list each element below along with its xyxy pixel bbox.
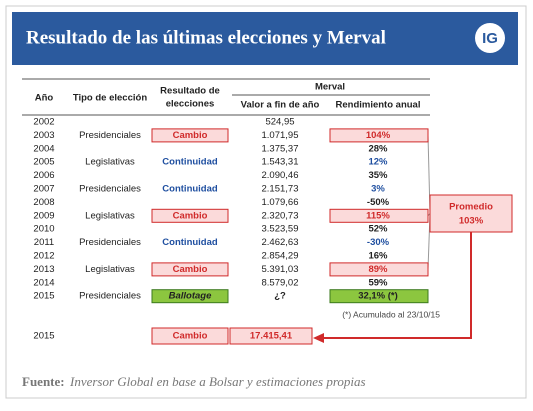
cell-result: Cambio bbox=[173, 210, 208, 221]
cell-value: 1.543,31 bbox=[262, 157, 299, 168]
source-text: Inversor Global en base a Bolsar y estim… bbox=[69, 374, 366, 389]
cell-result: Ballotage bbox=[169, 291, 212, 302]
average-box bbox=[429, 194, 513, 233]
arrow-head bbox=[313, 333, 324, 343]
cell-year: 2007 bbox=[33, 184, 54, 195]
cell-year: 2003 bbox=[33, 130, 54, 141]
cell-result: Cambio bbox=[173, 130, 208, 141]
cell-year: 2005 bbox=[33, 157, 54, 168]
cell-year: 2002 bbox=[33, 117, 54, 128]
projection-value-box bbox=[229, 327, 313, 345]
cell-value: 2.462,63 bbox=[262, 237, 299, 248]
cell-type: Presidenciales bbox=[79, 184, 141, 195]
header-bar bbox=[12, 12, 518, 65]
column-header: Tipo de elección bbox=[73, 93, 147, 104]
cell-year: 2006 bbox=[33, 170, 54, 181]
cell-result: Continuidad bbox=[162, 237, 218, 248]
projection-value: 17.415,41 bbox=[250, 331, 293, 342]
cell-value: 3.523,59 bbox=[262, 224, 299, 235]
cell-value: 2.090,46 bbox=[262, 170, 299, 181]
cell-year: 2012 bbox=[33, 251, 54, 262]
cell-return: 89% bbox=[368, 264, 388, 275]
title: Resultado de las últimas elecciones y Me… bbox=[26, 27, 386, 48]
average-value: 103% bbox=[459, 216, 484, 227]
result-box bbox=[151, 262, 229, 277]
cell-type: Presidenciales bbox=[79, 237, 141, 248]
cell-value: 8.579,02 bbox=[262, 277, 299, 288]
return-box bbox=[329, 262, 429, 277]
result-box bbox=[151, 128, 229, 143]
arrow bbox=[322, 232, 472, 339]
cell-type: Legislativas bbox=[85, 264, 135, 275]
source-label: Fuente: bbox=[22, 374, 65, 389]
cell-value: 2.151,73 bbox=[262, 184, 299, 195]
cell-result: Continuidad bbox=[162, 157, 218, 168]
return-box bbox=[329, 208, 429, 223]
result-box bbox=[151, 289, 229, 304]
logo-badge bbox=[475, 23, 505, 53]
cell-return: 104% bbox=[366, 130, 391, 141]
column-header: Valor a fin de año bbox=[241, 100, 320, 111]
cell-value: 1.375,37 bbox=[262, 143, 299, 154]
cell-value: 5.391,03 bbox=[262, 264, 299, 275]
cell-result: Cambio bbox=[173, 264, 208, 275]
cell-value: 524,95 bbox=[265, 117, 294, 128]
cell-return: -30% bbox=[367, 237, 390, 248]
cell-result: Continuidad bbox=[162, 184, 218, 195]
cell-value: 1.079,66 bbox=[262, 197, 299, 208]
cell-return: -50% bbox=[367, 197, 390, 208]
column-header: Merval bbox=[315, 82, 345, 93]
average-label: Promedio bbox=[449, 202, 493, 213]
cell-value: 1.071,95 bbox=[262, 130, 299, 141]
cell-year: 2010 bbox=[33, 224, 54, 235]
column-header: Rendimiento anual bbox=[336, 100, 421, 111]
cell-return: 59% bbox=[368, 277, 388, 288]
result-box bbox=[151, 208, 229, 223]
cell-return: 28% bbox=[368, 143, 388, 154]
cell-return: 35% bbox=[368, 170, 388, 181]
cell-year: 2015 bbox=[33, 291, 54, 302]
cell-return: 12% bbox=[368, 157, 388, 168]
column-header: Año bbox=[35, 93, 54, 104]
return-box bbox=[329, 289, 429, 304]
cell-year: 2008 bbox=[33, 197, 54, 208]
cell-year: 2014 bbox=[33, 277, 54, 288]
cell-type: Presidenciales bbox=[79, 291, 141, 302]
column-header: elecciones bbox=[166, 99, 215, 110]
note: (*) Acumulado al 23/10/15 bbox=[342, 309, 440, 319]
column-header: Resultado de bbox=[160, 86, 220, 97]
cell-value: 2.320,73 bbox=[262, 210, 299, 221]
cell-return: 3% bbox=[371, 184, 385, 195]
logo: IG bbox=[482, 30, 498, 47]
return-box bbox=[329, 128, 429, 143]
cell-year: 2004 bbox=[33, 143, 54, 154]
cell-value: 2.854,29 bbox=[262, 251, 299, 262]
cell-type: Legislativas bbox=[85, 210, 135, 221]
cell-year: 2011 bbox=[34, 237, 54, 248]
cell-year: 2013 bbox=[33, 264, 54, 275]
cell-value: ¿? bbox=[274, 291, 286, 302]
cell-return: 32,1% (*) bbox=[358, 291, 398, 302]
cell-return: 52% bbox=[368, 224, 388, 235]
cell-return: 16% bbox=[368, 251, 388, 262]
cell-type: Presidenciales bbox=[79, 130, 141, 141]
cell-year: 2009 bbox=[33, 210, 54, 221]
projection-result-box bbox=[151, 327, 229, 345]
cell-return: 115% bbox=[366, 210, 390, 221]
cell-type: Legislativas bbox=[85, 157, 135, 168]
projection-year: 2015 bbox=[33, 331, 54, 342]
projection-result: Cambio bbox=[173, 331, 208, 342]
